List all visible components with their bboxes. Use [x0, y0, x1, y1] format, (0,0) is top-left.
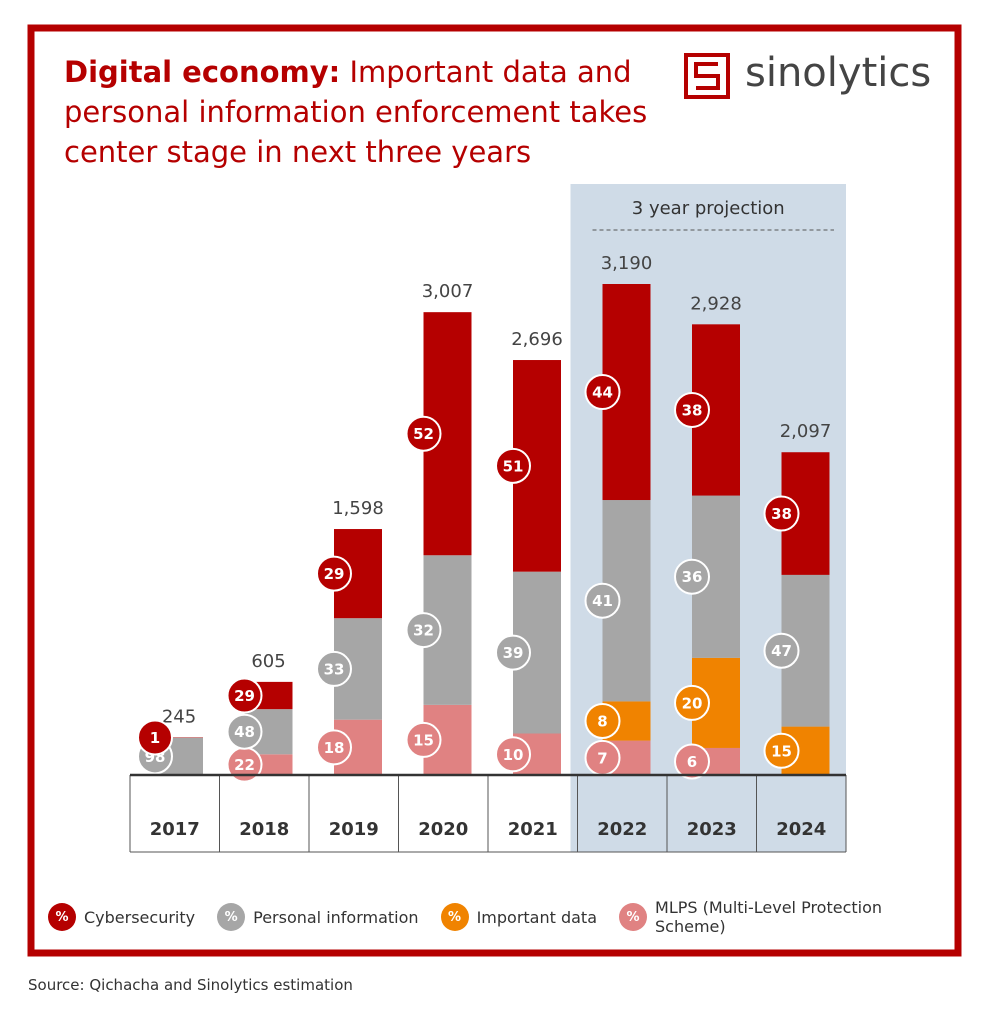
total-label: 3,007 — [422, 281, 474, 302]
x-tick-label: 2021 — [508, 819, 558, 840]
legend-item: % MLPS (Multi-Level Protection Scheme) — [619, 898, 925, 936]
total-label: 1,598 — [332, 498, 384, 519]
value-label: 47 — [771, 642, 792, 660]
value-badge — [674, 684, 710, 721]
value-label: 15 — [771, 742, 792, 760]
value-label: 44 — [592, 384, 613, 402]
value-badge — [137, 719, 173, 756]
value-badge — [226, 713, 263, 750]
value-badge — [226, 677, 263, 714]
logo-icon — [684, 53, 730, 99]
x-tick-label: 2019 — [329, 819, 379, 840]
value-label: 29 — [324, 565, 345, 583]
brand: sinolytics — [745, 50, 932, 96]
value-badge — [763, 632, 800, 669]
value-badge — [495, 447, 531, 484]
value-badge — [495, 634, 531, 671]
value-label: 8 — [597, 712, 607, 730]
legend-label: Personal information — [253, 907, 419, 927]
title-lead: Digital economy: — [64, 55, 341, 89]
legend-item: % Personal information — [217, 903, 419, 931]
value-badge — [405, 721, 442, 758]
value-label: 20 — [682, 694, 703, 712]
value-label: 52 — [413, 425, 434, 443]
source: Source: Qichacha and Sinolytics estimati… — [28, 976, 353, 994]
total-label: 2,928 — [690, 293, 742, 314]
value-label: 29 — [234, 687, 255, 705]
value-label: 22 — [234, 756, 255, 774]
value-label: 6 — [687, 753, 697, 771]
x-tick-label: 2018 — [239, 819, 289, 840]
value-label: 10 — [503, 746, 524, 764]
value-badge — [674, 743, 710, 780]
legend-item: % Cybersecurity — [48, 903, 195, 931]
value-label: 39 — [503, 644, 524, 662]
legend-symbol: % — [217, 903, 246, 931]
value-label: 38 — [771, 505, 792, 523]
total-label: 245 — [162, 706, 196, 727]
value-badge — [316, 729, 352, 766]
value-label: 41 — [592, 592, 613, 610]
legend-label: Important data — [476, 907, 598, 927]
value-label: 15 — [413, 731, 434, 749]
x-tick-label: 2020 — [418, 819, 468, 840]
legend-item: % Important data — [440, 903, 598, 931]
value-badge — [763, 732, 800, 769]
value-badge — [674, 558, 710, 595]
legend-symbol: % — [619, 903, 648, 931]
chart-title: Digital economy: Important data and pers… — [64, 52, 654, 172]
title-text: Important data and personal information … — [64, 55, 648, 169]
value-badge — [674, 391, 710, 428]
total-label: 2,097 — [780, 421, 832, 442]
value-badge — [316, 555, 352, 592]
value-badge — [405, 415, 442, 452]
value-badge — [584, 374, 621, 411]
value-badge — [584, 582, 621, 619]
legend-symbol: % — [440, 903, 469, 931]
projection-label: 3 year projection — [632, 198, 785, 219]
x-tick-label: 2022 — [597, 819, 647, 840]
x-tick-label: 2017 — [150, 819, 200, 840]
total-label: 3,190 — [601, 253, 653, 274]
value-label: 33 — [324, 660, 345, 678]
legend-label: MLPS (Multi-Level Protection Scheme) — [655, 898, 883, 936]
value-label: 32 — [413, 622, 434, 640]
total-label: 605 — [251, 651, 285, 672]
value-badge — [495, 736, 531, 773]
value-label: 1 — [150, 729, 160, 747]
value-badge — [584, 702, 621, 739]
total-label: 2,696 — [511, 329, 563, 350]
value-label: 51 — [503, 457, 524, 475]
value-badge — [405, 612, 442, 649]
x-tick-label: 2023 — [687, 819, 737, 840]
legend: % Cybersecurity% Personal information% Impo… — [48, 898, 925, 936]
value-label: 48 — [234, 723, 255, 741]
value-badge — [763, 495, 800, 532]
x-tick-label: 2024 — [776, 819, 826, 840]
value-label: 7 — [597, 749, 607, 767]
legend-symbol: % — [48, 903, 76, 931]
value-badge — [316, 650, 352, 687]
value-label: 18 — [324, 739, 345, 757]
frame — [27, 24, 962, 957]
legend-label: Cybersecurity — [84, 907, 196, 927]
value-label: 36 — [682, 568, 703, 586]
value-label: 38 — [682, 401, 703, 419]
